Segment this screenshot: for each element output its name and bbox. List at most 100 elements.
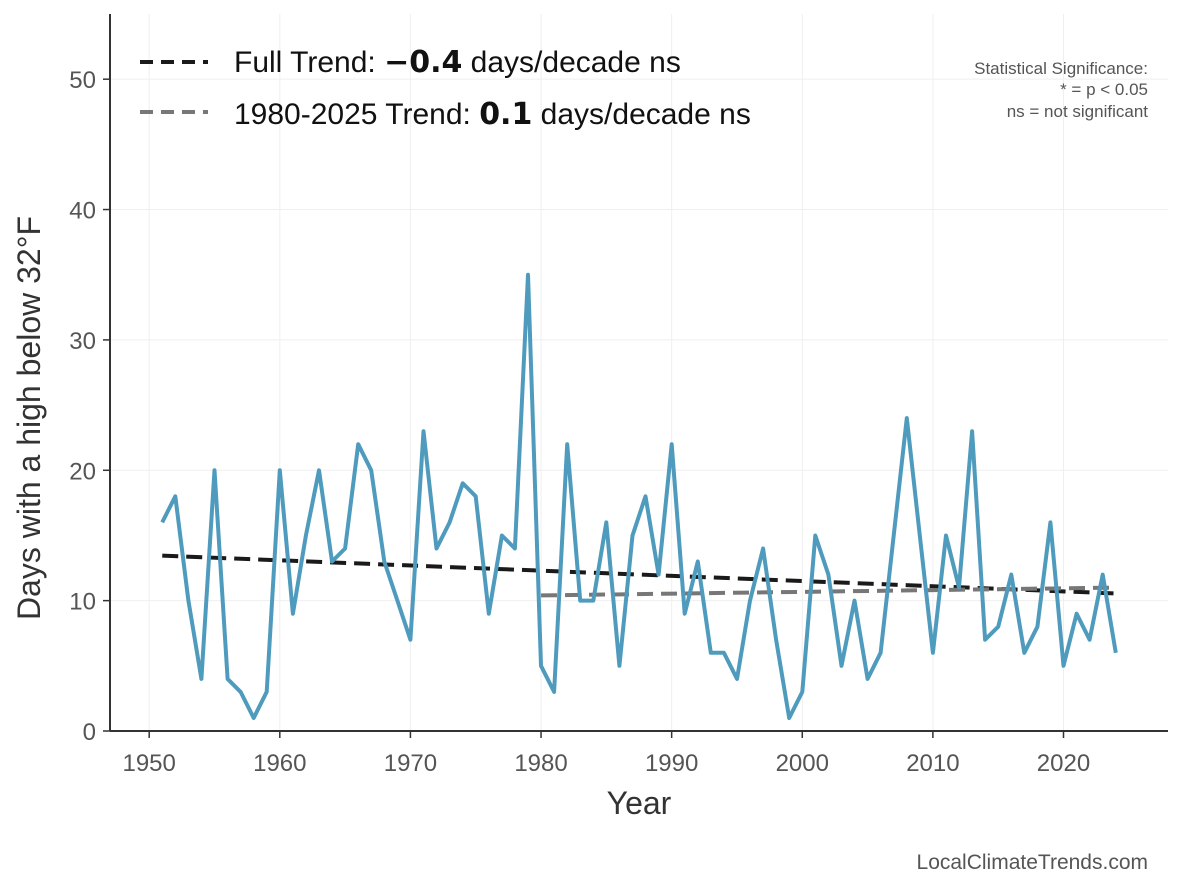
grid bbox=[110, 14, 1168, 732]
x-tick-label-1980: 1980 bbox=[514, 750, 567, 777]
data-point-1996 bbox=[749, 599, 752, 602]
data-point-1991 bbox=[683, 612, 686, 615]
series-lines bbox=[160, 272, 1118, 720]
trend-line-full bbox=[162, 553, 1116, 596]
data-point-1966 bbox=[357, 443, 360, 446]
data-point-1993 bbox=[709, 651, 712, 654]
data-point-2004 bbox=[853, 599, 856, 602]
data-point-1982 bbox=[566, 443, 569, 446]
data-point-1985 bbox=[605, 521, 608, 524]
significance-title: Statistical Significance: bbox=[974, 59, 1148, 78]
data-point-1969 bbox=[396, 599, 399, 602]
data-point-1988 bbox=[644, 495, 647, 498]
data-point-1981 bbox=[553, 690, 556, 693]
data-point-1997 bbox=[762, 547, 765, 550]
data-point-1967 bbox=[370, 469, 373, 472]
data-point-1964 bbox=[331, 560, 334, 563]
y-tick-label-0: 0 bbox=[83, 719, 96, 746]
y-tick-label-40: 40 bbox=[69, 198, 96, 225]
data-point-1954 bbox=[200, 677, 203, 680]
data-point-2002 bbox=[827, 573, 830, 576]
legend-label-1980-trend: 1980-2025 Trend: 0.1 days/decade ns bbox=[234, 97, 751, 132]
data-point-2010 bbox=[931, 651, 934, 654]
y-tick-label-20: 20 bbox=[69, 458, 96, 485]
data-point-1973 bbox=[448, 521, 451, 524]
data-point-2001 bbox=[814, 534, 817, 537]
data-point-1974 bbox=[461, 482, 464, 485]
x-tick-label-1970: 1970 bbox=[384, 750, 437, 777]
data-point-1978 bbox=[513, 547, 516, 550]
data-point-2000 bbox=[801, 690, 804, 693]
data-point-1995 bbox=[735, 677, 738, 680]
data-point-1953 bbox=[187, 599, 190, 602]
data-point-2011 bbox=[944, 534, 947, 537]
ticks: 0 10 20 30 40 50 1950 1960 1970 1980 1990 2000 2010 2… bbox=[69, 67, 1090, 777]
legend-label-full-trend: Full Trend: −0.4 days/decade ns bbox=[234, 45, 681, 80]
data-point-2017 bbox=[1023, 651, 1026, 654]
data-point-1951 bbox=[161, 521, 164, 524]
x-axis-title: Year bbox=[607, 785, 672, 821]
data-point-2008 bbox=[905, 417, 908, 420]
data-point-2020 bbox=[1062, 664, 1065, 667]
data-point-2022 bbox=[1088, 638, 1091, 641]
x-tick-label-1960: 1960 bbox=[253, 750, 306, 777]
data-point-2012 bbox=[958, 586, 961, 589]
data-point-1979 bbox=[526, 273, 529, 276]
data-point-1977 bbox=[500, 534, 503, 537]
x-tick-label-1950: 1950 bbox=[122, 750, 175, 777]
data-point-1989 bbox=[657, 573, 660, 576]
y-tick-label-10: 10 bbox=[69, 589, 96, 616]
data-point-1958 bbox=[252, 716, 255, 719]
site-credit: LocalClimateTrends.com bbox=[917, 851, 1148, 874]
data-point-1956 bbox=[226, 677, 229, 680]
significance-threshold: * = p < 0.05 bbox=[1060, 80, 1148, 99]
data-point-1980 bbox=[540, 664, 543, 667]
data-point-1998 bbox=[775, 638, 778, 641]
data-point-1984 bbox=[592, 599, 595, 602]
data-point-1972 bbox=[435, 547, 438, 550]
data-point-2023 bbox=[1101, 573, 1104, 576]
data-point-1994 bbox=[722, 651, 725, 654]
data-point-1957 bbox=[239, 690, 242, 693]
data-point-1987 bbox=[631, 534, 634, 537]
y-tick-label-30: 30 bbox=[69, 328, 96, 355]
data-point-1955 bbox=[213, 469, 216, 472]
data-point-2006 bbox=[879, 651, 882, 654]
data-point-1963 bbox=[317, 469, 320, 472]
data-point-2013 bbox=[971, 430, 974, 433]
series-line-observed bbox=[160, 272, 1118, 720]
data-point-2015 bbox=[997, 625, 1000, 628]
axes bbox=[109, 14, 1168, 732]
data-point-2024 bbox=[1114, 651, 1117, 654]
data-point-2019 bbox=[1049, 521, 1052, 524]
y-axis-title: Days with a high below 32°F bbox=[11, 216, 47, 620]
data-point-1999 bbox=[788, 716, 791, 719]
legend: Full Trend: −0.4 days/decade ns 1980-202… bbox=[140, 45, 751, 132]
data-point-1992 bbox=[696, 560, 699, 563]
x-tick-label-2020: 2020 bbox=[1037, 750, 1090, 777]
x-tick-label-1990: 1990 bbox=[645, 750, 698, 777]
data-point-2016 bbox=[1010, 573, 1013, 576]
data-point-2007 bbox=[892, 534, 895, 537]
data-point-1960 bbox=[278, 469, 281, 472]
data-point-1961 bbox=[291, 612, 294, 615]
data-point-1952 bbox=[174, 495, 177, 498]
data-point-1962 bbox=[304, 534, 307, 537]
trend-lines bbox=[162, 553, 1116, 598]
data-point-1976 bbox=[487, 612, 490, 615]
data-point-1975 bbox=[474, 495, 477, 498]
x-tick-label-2000: 2000 bbox=[776, 750, 829, 777]
data-point-1971 bbox=[422, 430, 425, 433]
data-point-1968 bbox=[383, 560, 386, 563]
data-point-1990 bbox=[670, 443, 673, 446]
significance-ns: ns = not significant bbox=[1007, 102, 1149, 121]
data-point-2018 bbox=[1036, 625, 1039, 628]
data-point-1983 bbox=[579, 599, 582, 602]
data-point-1986 bbox=[618, 664, 621, 667]
y-tick-label-50: 50 bbox=[69, 67, 96, 94]
significance-note: Statistical Significance: * = p < 0.05 n… bbox=[974, 59, 1148, 121]
data-point-1959 bbox=[265, 690, 268, 693]
data-point-2021 bbox=[1075, 612, 1078, 615]
data-point-1965 bbox=[344, 547, 347, 550]
